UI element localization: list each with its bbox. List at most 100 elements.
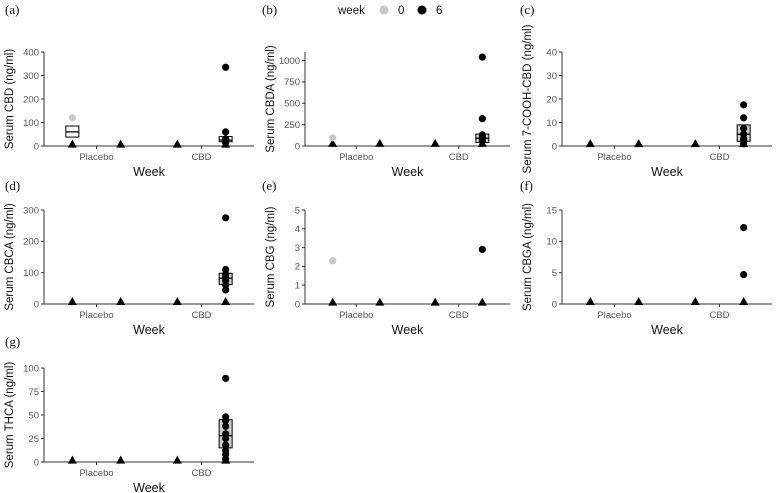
triangle-marker [690, 139, 700, 148]
y-axis-title: Serum CBD (ng/ml) [4, 49, 16, 149]
legend-label-week6: 6 [436, 5, 442, 17]
legend-marker-week6 [417, 5, 427, 15]
chart-panel-7: (g) 0 25 50 75 100 Placebo CBD Week Serum THCA (n… [4, 334, 254, 493]
y-tick-label: 0 [34, 457, 39, 468]
y-axis-title: Serum CBDA (ng/ml) [265, 45, 277, 153]
y-axis-title: Serum CBG (ng/ml) [265, 206, 277, 307]
x-axis-title: Week [651, 165, 683, 179]
triangle-marker [67, 139, 77, 148]
chart-panel-5: (e) 0 1 2 3 4 5 Placebo CBD Week Serum CBG (ng/ml) [262, 178, 510, 337]
triangle-marker [585, 296, 595, 305]
x-tick-label: CBD [191, 310, 211, 321]
triangle-marker [172, 296, 182, 305]
y-tick-label: 10 [546, 237, 557, 248]
x-tick-label: Placebo [339, 152, 373, 163]
chart-panel-1: (a) 0 100 200 300 400 Placebo CBD Week Serum CBD … [4, 2, 254, 179]
triangle-marker [67, 455, 77, 464]
data-point-week6 [222, 455, 230, 463]
legend: week 0 6 [337, 5, 442, 17]
y-tick-label: 0 [295, 299, 300, 310]
y-tick-label: 0 [552, 299, 557, 310]
y-tick-label: 300 [23, 71, 39, 82]
data-point-week6 [222, 286, 230, 294]
y-tick-label: 200 [23, 237, 39, 248]
data-point-week6 [740, 140, 748, 148]
x-tick-label: Placebo [79, 468, 113, 479]
x-axis-title: Week [133, 481, 165, 493]
chart-panel-6: (f) 0 5 10 15 Placebo CBD Week Serum CBGA (ng/ml… [520, 178, 772, 337]
panel-label: (c) [520, 2, 534, 17]
data-point-week0 [329, 134, 337, 142]
triangle-marker [430, 138, 440, 147]
x-axis-title: Week [651, 323, 683, 337]
y-tick-label: 0 [34, 299, 39, 310]
y-tick-label: 40 [546, 47, 557, 58]
panel-label: (g) [5, 334, 20, 349]
data-point-week6 [222, 417, 230, 425]
y-tick-label: 500 [284, 99, 300, 110]
chart-panel-2: (b) 0 250 500 750 1000 Placebo CBD Week Serum CBD… [262, 2, 510, 179]
y-tick-label: 5 [295, 205, 300, 216]
x-tick-label: Placebo [597, 152, 631, 163]
y-tick-label: 4 [295, 224, 300, 235]
legend-marker-week0 [379, 5, 389, 15]
data-point-week6 [222, 214, 230, 222]
triangle-marker [690, 296, 700, 305]
x-tick-label: CBD [709, 152, 729, 163]
triangle-marker [221, 296, 231, 305]
data-point-week6 [478, 137, 486, 145]
triangle-marker [67, 296, 77, 305]
triangle-marker [477, 297, 487, 306]
data-point-week0 [68, 114, 76, 122]
triangle-marker [328, 297, 338, 306]
y-tick-label: 0 [552, 141, 557, 152]
x-axis-title: Week [133, 165, 165, 179]
data-point-week6 [222, 63, 230, 71]
y-tick-label: 0 [295, 141, 300, 152]
y-tick-label: 25 [28, 434, 39, 445]
y-tick-label: 30 [546, 71, 557, 82]
triangle-marker [172, 455, 182, 464]
y-tick-label: 300 [23, 205, 39, 216]
y-tick-label: 15 [546, 205, 557, 216]
data-point-week6 [478, 53, 486, 61]
data-point-week6 [222, 422, 230, 430]
data-point-week6 [740, 270, 748, 279]
triangle-marker [116, 296, 126, 305]
data-point-week6 [740, 101, 748, 109]
triangle-marker [634, 296, 644, 305]
legend-title: week [337, 5, 365, 17]
x-tick-label: Placebo [597, 310, 631, 321]
x-axis-title: Week [392, 323, 424, 337]
data-point-week6 [222, 434, 230, 443]
triangle-marker [116, 455, 126, 464]
y-tick-label: 100 [23, 363, 39, 374]
data-point-week6 [740, 124, 748, 132]
triangle-marker [375, 138, 385, 147]
y-tick-label: 750 [284, 77, 300, 88]
data-point-week6 [222, 128, 230, 136]
y-axis-title: Serum CBGA (ng/ml) [522, 203, 534, 311]
x-tick-label: Placebo [79, 152, 113, 163]
triangle-marker [585, 139, 595, 148]
x-axis-title: Week [133, 323, 165, 337]
data-point-week6 [478, 245, 486, 254]
x-tick-label: CBD [449, 152, 469, 163]
y-tick-label: 2 [295, 262, 300, 273]
data-point-week6 [740, 223, 748, 232]
y-tick-label: 400 [23, 47, 39, 58]
y-tick-label: 200 [23, 94, 39, 105]
triangle-marker [430, 297, 440, 306]
y-tick-label: 100 [23, 268, 39, 279]
x-tick-label: CBD [191, 468, 211, 479]
panel-label: (d) [5, 178, 20, 193]
legend-label-week0: 0 [398, 5, 404, 17]
x-tick-label: Placebo [79, 310, 113, 321]
y-tick-label: 0 [34, 141, 39, 152]
data-point-week6 [222, 441, 230, 449]
triangle-marker [375, 297, 385, 306]
panel-label: (f) [520, 178, 533, 193]
x-axis-title: Week [392, 165, 424, 179]
triangle-marker [328, 138, 338, 147]
